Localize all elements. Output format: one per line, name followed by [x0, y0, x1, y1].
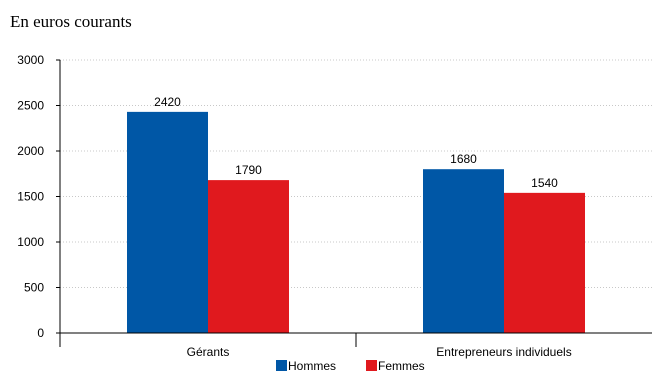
y-axis: 0 500 1000 1500 2000 2500 3000 [17, 53, 61, 347]
y-tick-label: 3000 [17, 53, 44, 67]
data-label: 2420 [154, 95, 181, 109]
bar-femmes-1 [208, 180, 289, 333]
chart-subtitle: En euros courants [10, 12, 132, 31]
y-tick-label: 500 [24, 281, 44, 295]
legend: Hommes Femmes [276, 359, 425, 373]
legend-label-femmes: Femmes [378, 359, 425, 373]
x-category-label: Gérants [187, 345, 230, 359]
x-category-label: Entrepreneurs individuels [436, 345, 571, 359]
legend-label-hommes: Hommes [288, 359, 336, 373]
bar-femmes-2 [504, 192, 585, 333]
y-tick-label: 1000 [17, 235, 44, 249]
data-label: 1680 [450, 152, 477, 166]
y-tick-label: 2000 [17, 144, 44, 158]
y-tick-label: 1500 [17, 190, 44, 204]
bar-hommes-1 [127, 111, 208, 334]
data-label: 1540 [531, 176, 558, 190]
data-label: 1790 [235, 163, 262, 177]
y-tick-label: 2500 [17, 99, 44, 113]
y-tick-label: 0 [37, 326, 44, 340]
bars: 2420 1790 1680 1540 [127, 95, 585, 334]
legend-swatch-femmes [366, 360, 377, 371]
bar-hommes-2 [423, 169, 504, 333]
x-axis: Gérants Entrepreneurs individuels [60, 332, 652, 359]
legend-swatch-hommes [276, 360, 287, 371]
